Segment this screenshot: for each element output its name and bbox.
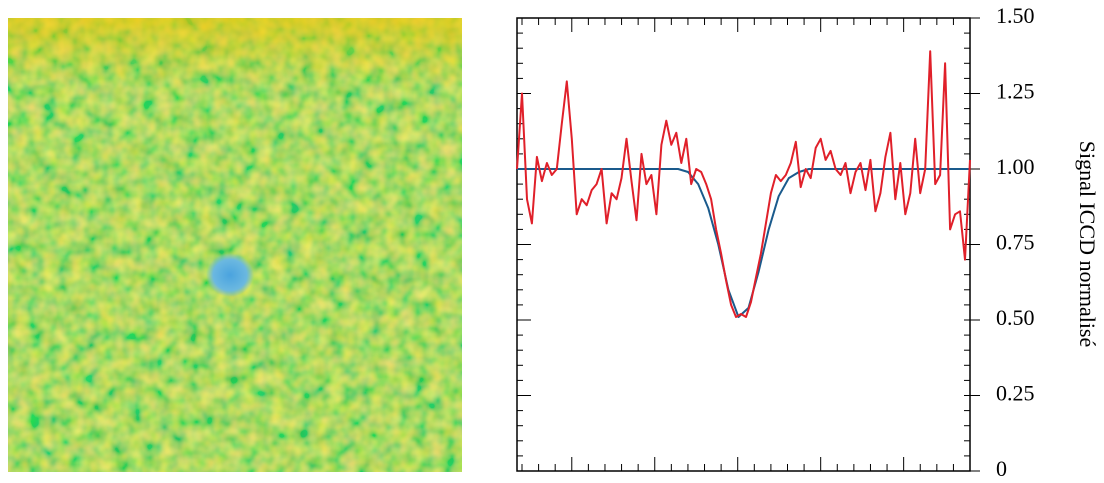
y-tick-label: 1.50: [996, 3, 1035, 28]
y-tick-label: 1.00: [996, 154, 1035, 179]
y-tick-label: 0.75: [996, 230, 1035, 255]
plot-area: [516, 17, 971, 472]
data-line: [516, 50, 971, 318]
data-line: [517, 168, 970, 318]
y-axis-label: Signal ICCD normalisé: [1075, 141, 1100, 348]
y-tick-label: 1.25: [996, 79, 1035, 104]
icd-image: [8, 18, 462, 472]
y-tick-label: 0.25: [996, 381, 1035, 406]
y-tick-label: 0: [996, 456, 1007, 481]
plot-frame: [516, 17, 971, 472]
y-tick-label: 0.50: [996, 305, 1035, 330]
